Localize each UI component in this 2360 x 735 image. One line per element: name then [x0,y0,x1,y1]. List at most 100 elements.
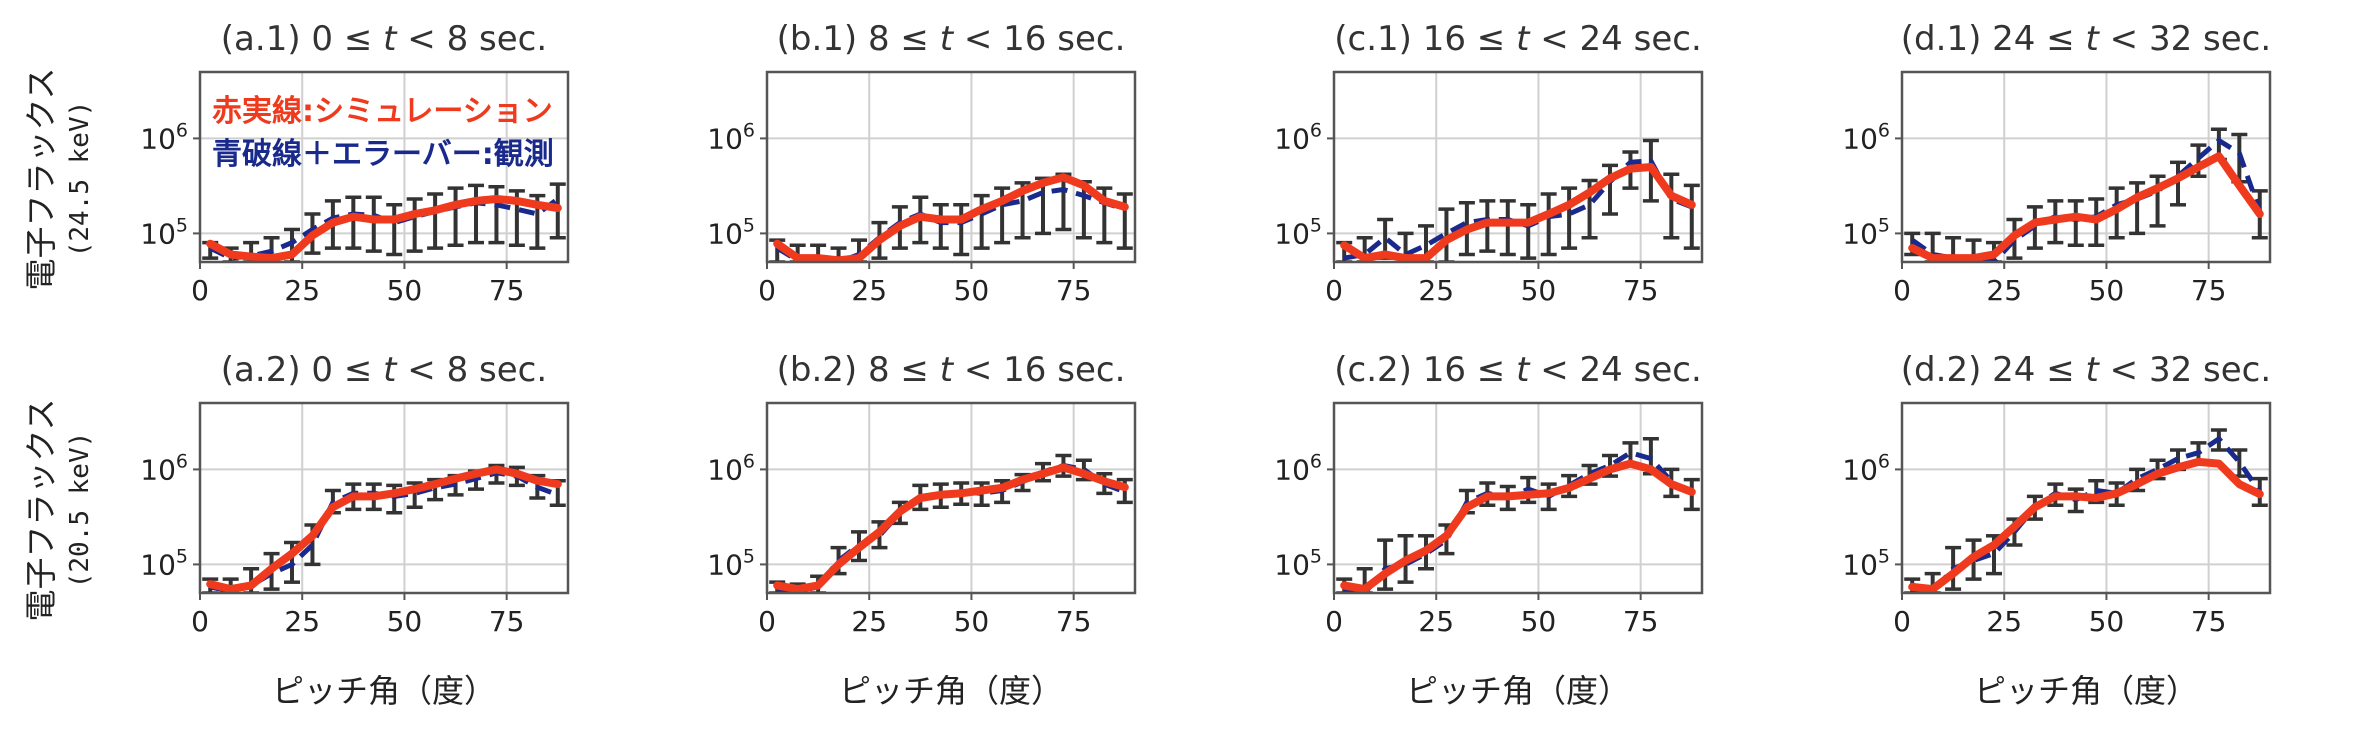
y-tick-label: 105 [707,545,755,581]
plot-area [1336,138,1700,262]
x-tick-label: 25 [284,274,320,307]
x-axis-label: ピッチ角（度） [1406,672,1630,710]
x-axis-label: ピッチ角（度） [1974,672,2198,710]
x-tick-label: 25 [284,605,320,638]
plot-area [1904,127,2268,262]
panel-title: (d.1) 24 ≤ t < 32 sec. [1901,19,2271,59]
panel-title: (b.2) 8 ≤ t < 16 sec. [777,350,1126,390]
x-tick-label: 50 [2089,274,2125,307]
y-tick-label: 105 [140,214,188,250]
row-label-energy: (24.5 keV) [65,101,95,258]
x-tick-label: 75 [1623,274,1659,307]
x-tick-label: 50 [954,274,990,307]
x-tick-label: 75 [489,605,525,638]
axes-frame [198,401,570,595]
x-tick-label: 75 [2191,274,2227,307]
y-tick-label: 106 [140,119,188,155]
panel-c-1: (c.1) 16 ≤ t < 24 sec. 0 25 50 75 105 106 [1274,19,1704,307]
observation-line [209,196,560,261]
axes-frame [1900,70,2272,264]
panel-a-1: (a.1) 0 ≤ t < 8 sec. 0 25 50 75 105 106 [140,19,570,307]
axes-frame [1332,401,1704,595]
y-tick-label: 106 [1274,450,1322,486]
panel-d-1: (d.1) 24 ≤ t < 32 sec. 0 25 50 75 105 106 [1842,19,2272,307]
x-tick-label: 50 [387,605,423,638]
x-tick-label: 0 [1325,274,1343,307]
axes-frame [1332,70,1704,264]
x-tick-label: 25 [1418,274,1454,307]
y-tick-label: 106 [707,450,755,486]
axes-frame [765,70,1137,264]
x-tick-label: 50 [1521,605,1557,638]
simulation-line [773,173,1129,262]
plot-area [769,172,1133,262]
simulation-line [1908,457,2264,593]
x-tick-label: 25 [1986,274,2022,307]
y-tick-label: 105 [140,545,188,581]
axes-frame [198,70,570,264]
y-tick-label: 105 [707,214,755,250]
panel-b-2: (b.2) 8 ≤ t < 16 sec. 0 25 50 75 105 106 [707,350,1137,638]
observation-line [775,187,1126,262]
x-axis-labels: ピッチ角（度） ピッチ角（度） ピッチ角（度） ピッチ角（度） [272,672,2198,710]
x-tick-label: 25 [851,605,887,638]
plot-area [1904,428,2268,593]
x-tick-label: 75 [1623,605,1659,638]
legend-observation: 青破線＋エラーバー:観測 [212,137,554,172]
simulation-line [206,465,562,593]
simulation-line [206,195,562,262]
observation-line [1343,450,1694,593]
y-tick-label: 106 [1274,119,1322,155]
x-tick-label: 75 [1056,274,1092,307]
y-tick-label: 105 [1274,214,1322,250]
x-tick-label: 25 [1986,605,2022,638]
x-tick-label: 0 [1893,605,1911,638]
row-label-main: 電子フラックス [22,398,60,621]
x-tick-label: 50 [1521,274,1557,307]
x-tick-label: 50 [2089,605,2125,638]
simulation-line [1340,163,1696,262]
x-tick-label: 0 [758,274,776,307]
panel-c-2: (c.2) 16 ≤ t < 24 sec. 0 25 50 75 105 106 [1274,350,1704,638]
panel-title: (d.2) 24 ≤ t < 32 sec. [1901,350,2271,390]
legend-simulation: 赤実線:シミュレーション [212,94,553,129]
plot-area [769,453,1133,593]
y-tick-label: 105 [1842,214,1890,250]
plot-area [1336,437,1700,593]
y-tick-label: 106 [707,119,755,155]
y-tick-label: 106 [1842,450,1890,486]
panel-title: (a.2) 0 ≤ t < 8 sec. [221,350,547,390]
panel-title: (a.1) 0 ≤ t < 8 sec. [221,19,547,59]
panel-b-1: (b.1) 8 ≤ t < 16 sec. 0 25 50 75 105 106 [707,19,1137,307]
plot-area [202,463,566,593]
x-axis-label: ピッチ角（度） [272,672,496,710]
x-tick-label: 75 [2191,605,2227,638]
x-tick-label: 0 [758,605,776,638]
axes-frame [1900,401,2272,595]
panel-d-2: (d.2) 24 ≤ t < 32 sec. 0 25 50 75 105 106 [1842,350,2272,638]
x-tick-label: 0 [1893,274,1911,307]
x-axis-label: ピッチ角（度） [839,672,1063,710]
panel-title: (c.2) 16 ≤ t < 24 sec. [1334,350,1702,390]
y-tick-label: 105 [1842,545,1890,581]
x-tick-label: 0 [191,605,209,638]
x-tick-label: 50 [387,274,423,307]
x-tick-label: 25 [851,274,887,307]
panel-a-2: (a.2) 0 ≤ t < 8 sec. 0 25 50 75 105 106 [140,350,570,638]
x-tick-label: 75 [489,274,525,307]
x-tick-label: 25 [1418,605,1454,638]
axes-frame [765,401,1137,595]
simulation-line [1908,152,2264,262]
panel-title: (b.1) 8 ≤ t < 16 sec. [777,19,1126,59]
x-tick-label: 50 [954,605,990,638]
row-label-main: 電子フラックス [22,67,60,290]
panel-title: (c.1) 16 ≤ t < 24 sec. [1334,19,1702,59]
observation-line [1343,158,1693,261]
y-tick-label: 106 [1842,119,1890,155]
row-labels: 電子フラックス (24.5 keV)電子フラックス (20.5 keV) [22,67,95,621]
row-label-energy: (20.5 keV) [65,432,95,589]
y-tick-label: 105 [1274,545,1322,581]
simulation-line [773,463,1129,593]
